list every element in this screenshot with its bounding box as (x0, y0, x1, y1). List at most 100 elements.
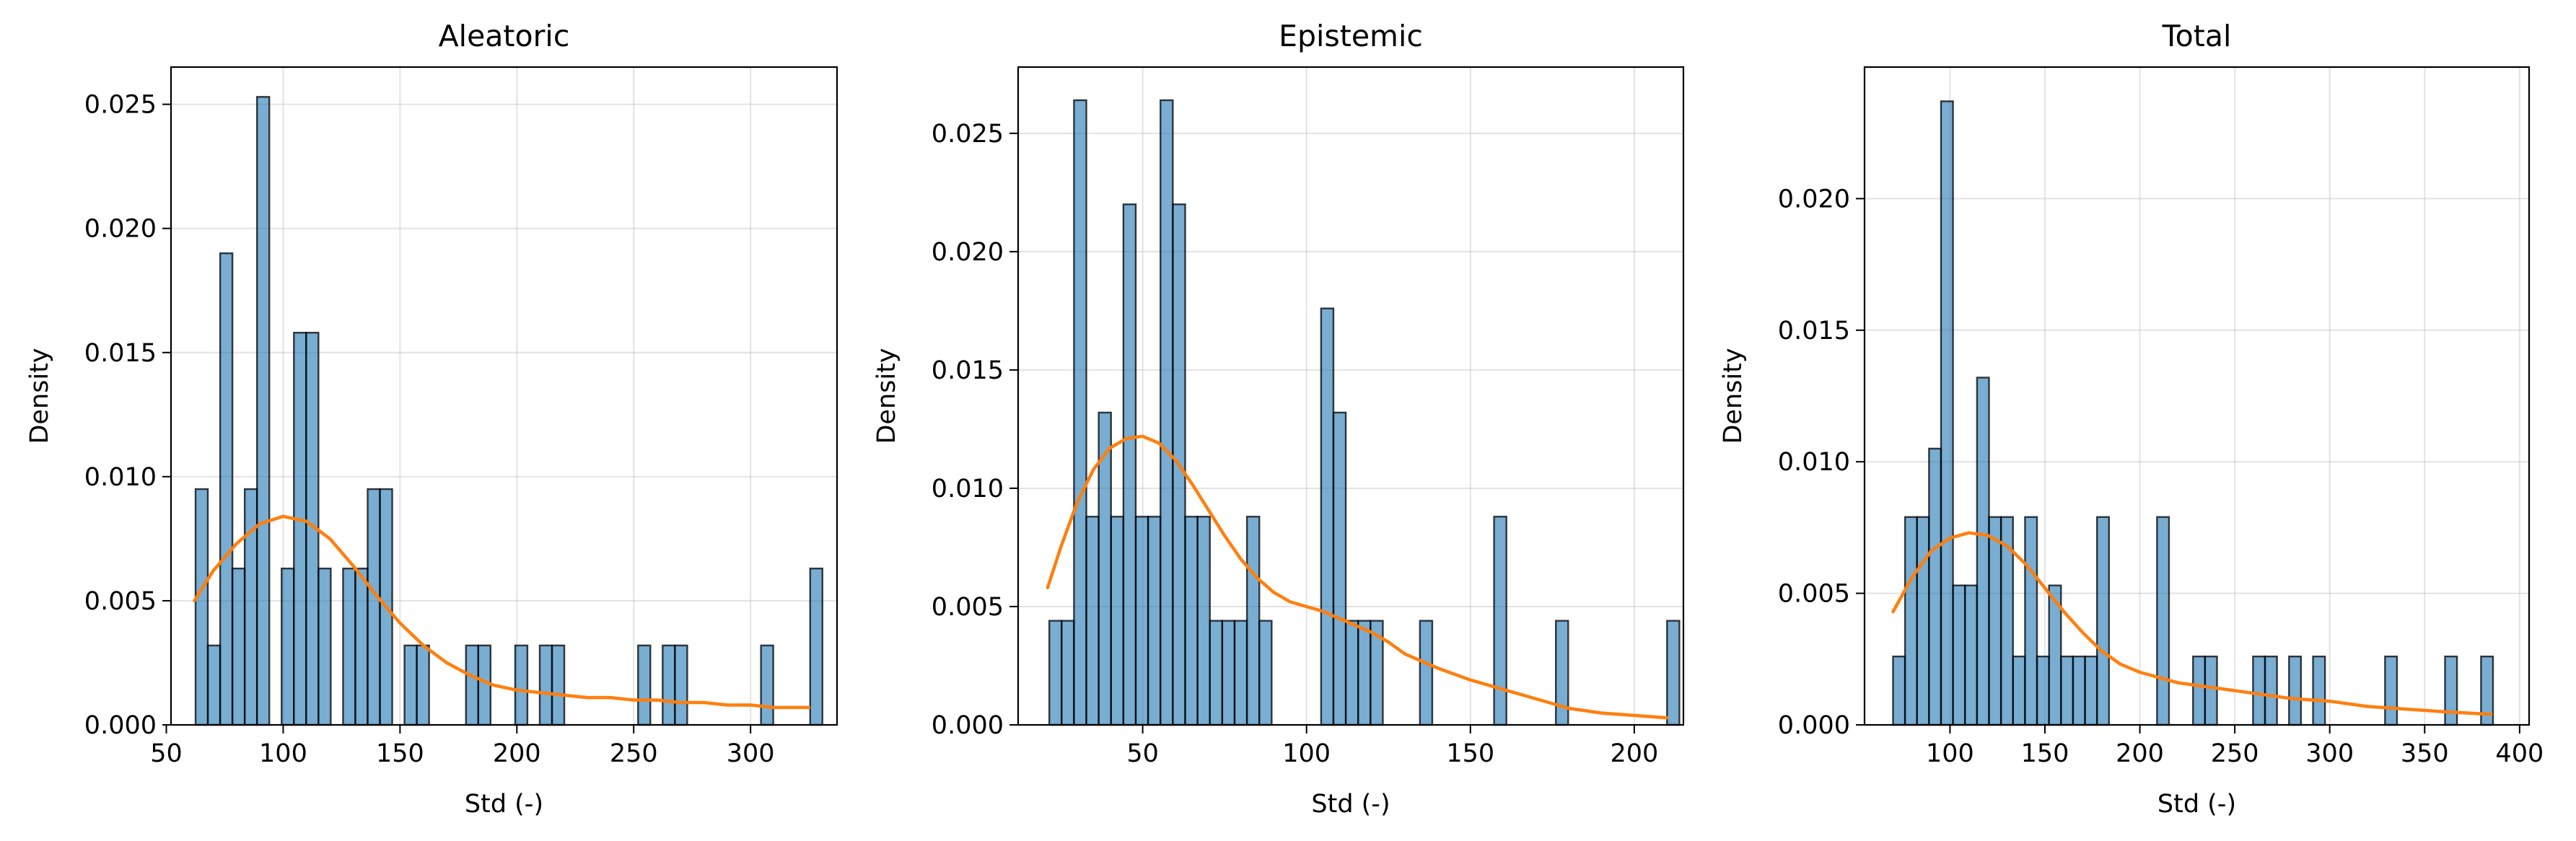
epistemic-y-tick-label-0: 0.000 (932, 711, 1004, 740)
total-bar-46 (2444, 655, 2458, 726)
epistemic-y-tick-label-1: 0.005 (932, 593, 1004, 622)
total-bar-33 (2288, 655, 2303, 726)
aleatoric-bar-26 (514, 644, 529, 726)
epistemic-bar-11 (1184, 516, 1199, 726)
epistemic-bar-25 (1357, 620, 1372, 726)
total-bar-1 (1903, 516, 1918, 726)
total-bar-3 (1928, 447, 1942, 726)
epistemic-bar-8 (1147, 516, 1162, 726)
epistemic-bar-12 (1196, 516, 1211, 726)
total-bar-4 (1940, 100, 1954, 726)
epistemic-bar-22 (1320, 307, 1335, 726)
aleatoric-y-tick-label-5: 0.025 (84, 91, 157, 120)
epistemic-y-tick-label-4: 0.020 (932, 238, 1004, 267)
epistemic-bar-36 (1493, 516, 1507, 726)
aleatoric-bar-3 (231, 567, 246, 726)
total-x-tick-label-1: 150 (2021, 739, 2069, 768)
total-bar-11 (2024, 516, 2038, 726)
aleatoric-x-axis-label: Std (-) (465, 790, 543, 819)
total-x-tick-label-2: 200 (2116, 739, 2164, 768)
aleatoric-bar-5 (255, 96, 271, 726)
total-bar-6 (1964, 584, 1979, 726)
epistemic-x-tick-label-3: 200 (1610, 739, 1658, 768)
epistemic-bar-15 (1233, 620, 1248, 726)
epistemic-y-tick-label-2: 0.010 (932, 475, 1004, 503)
total-x-tick-label-5: 350 (2401, 739, 2449, 768)
aleatoric-bar-2 (219, 252, 234, 726)
total-bar-16 (2084, 655, 2098, 726)
epistemic-panel: 50 100 150 200 0.000 0.005 0.010 0.015 0.020 0.02… (872, 19, 1685, 819)
aleatoric-bar-38 (662, 644, 676, 726)
total-bar-31 (2264, 655, 2278, 726)
total-bar-5 (1952, 584, 1966, 726)
epistemic-x-tick-label-1: 100 (1282, 739, 1331, 768)
total-x-tick-label-4: 300 (2305, 739, 2354, 768)
total-bar-7 (1976, 377, 1990, 726)
aleatoric-bar-23 (477, 644, 492, 726)
aleatoric-bar-17 (403, 644, 418, 726)
epistemic-bar-24 (1344, 620, 1359, 726)
aleatoric-bar-36 (637, 644, 652, 726)
aleatoric-bar-50 (809, 567, 823, 726)
aleatoric-bar-12 (342, 567, 356, 726)
epistemic-x-tick-label-2: 150 (1446, 739, 1494, 768)
epistemic-title: Epistemic (1279, 19, 1423, 53)
epistemic-bar-9 (1160, 99, 1174, 726)
epistemic-bar-5 (1110, 516, 1125, 726)
aleatoric-y-tick-label-2: 0.010 (84, 463, 157, 492)
total-bar-14 (2060, 655, 2075, 726)
aleatoric-x-tick-label-5: 300 (727, 739, 775, 768)
aleatoric-bar-39 (674, 644, 688, 726)
aleatoric-title: Aleatoric (439, 19, 570, 53)
aleatoric-bar-28 (538, 644, 553, 726)
epistemic-bar-30 (1419, 620, 1434, 726)
total-y-tick-label-0: 0.000 (1778, 711, 1850, 740)
aleatoric-bar-29 (551, 644, 566, 726)
aleatoric-x-tick-label-3: 200 (493, 739, 541, 768)
aleatoric-bar-46 (760, 644, 774, 726)
total-plot-frame (1863, 66, 2531, 726)
epistemic-bar-0 (1048, 620, 1063, 726)
total-y-tick-label-2: 0.010 (1778, 448, 1850, 477)
total-x-tick-label-0: 100 (1926, 739, 1974, 768)
total-y-axis-label: Density (1719, 348, 1748, 444)
aleatoric-bar-7 (281, 567, 295, 726)
epistemic-bar-2 (1073, 99, 1087, 726)
total-bar-35 (2312, 655, 2326, 726)
total-bar-17 (2095, 516, 2111, 726)
epistemic-bar-13 (1209, 620, 1224, 726)
aleatoric-plot-frame (170, 66, 838, 726)
aleatoric-x-tick-label-2: 150 (376, 739, 424, 768)
total-bar-2 (1916, 516, 1930, 726)
aleatoric-y-tick-label-3: 0.015 (84, 339, 157, 368)
total-bar-12 (2036, 655, 2050, 726)
epistemic-bar-16 (1245, 516, 1261, 726)
epistemic-y-tick-label-5: 0.025 (932, 120, 1004, 149)
aleatoric-bar-14 (367, 488, 381, 726)
aleatoric-bar-1 (206, 644, 222, 726)
total-bar-22 (2156, 516, 2170, 726)
epistemic-kde-line (1046, 434, 1669, 720)
epistemic-x-axis-label: Std (-) (1311, 790, 1390, 819)
aleatoric-y-tick-label-0: 0.000 (84, 711, 157, 740)
epistemic-bar-17 (1258, 620, 1273, 726)
epistemic-plot-frame (1017, 66, 1685, 726)
epistemic-bar-6 (1122, 203, 1137, 726)
aleatoric-panel: 50 100 150 200 250 300 0.000 0.005 0.010 0.015 0.0… (25, 19, 838, 819)
aleatoric-bar-13 (354, 567, 369, 726)
epistemic-bar-7 (1134, 516, 1149, 726)
total-y-tick-label-3: 0.015 (1778, 317, 1850, 345)
epistemic-y-axis-label: Density (872, 348, 901, 444)
total-bar-8 (1988, 516, 2002, 726)
aleatoric-bar-18 (416, 644, 430, 726)
aleatoric-y-tick-label-1: 0.005 (84, 587, 157, 616)
aleatoric-kde-line (193, 514, 811, 710)
epistemic-bar-1 (1061, 620, 1075, 726)
aleatoric-x-tick-label-4: 250 (610, 739, 658, 768)
total-y-tick-label-4: 0.020 (1778, 185, 1850, 213)
aleatoric-bar-10 (317, 567, 332, 726)
aleatoric-bar-0 (194, 488, 209, 726)
epistemic-x-tick-label-0: 50 (1126, 739, 1159, 768)
aleatoric-x-tick-label-1: 100 (259, 739, 307, 768)
